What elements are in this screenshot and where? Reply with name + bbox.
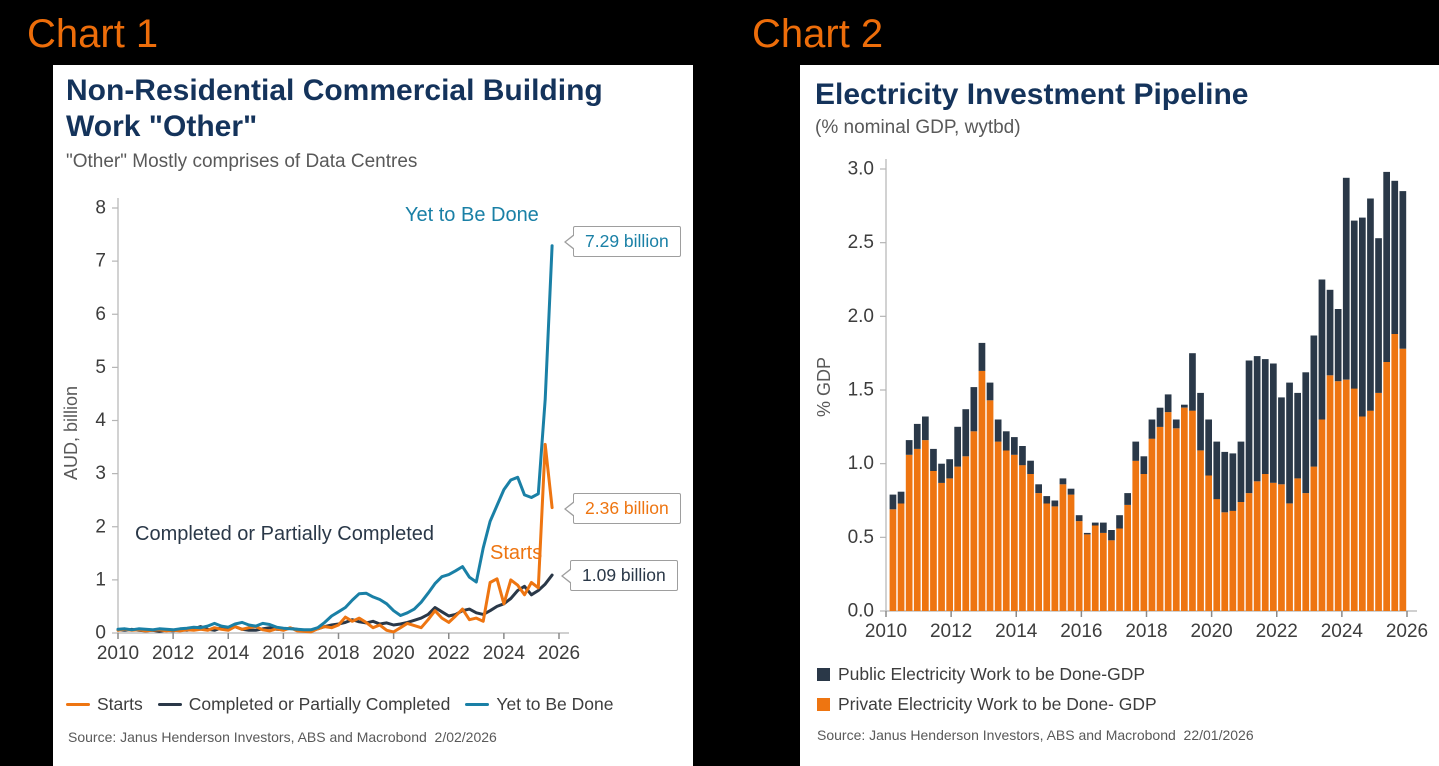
svg-text:7: 7 bbox=[95, 251, 106, 272]
legend-dash bbox=[157, 702, 182, 707]
svg-text:2012: 2012 bbox=[930, 621, 972, 642]
annotation-completed: Completed or Partially Completed bbox=[135, 523, 435, 545]
legend-label: Starts bbox=[97, 694, 143, 714]
callout-completed: 1.09 billion bbox=[561, 560, 678, 591]
svg-text:2016: 2016 bbox=[1060, 621, 1102, 642]
svg-text:2024: 2024 bbox=[1321, 621, 1364, 642]
private-swatch bbox=[817, 698, 830, 711]
svg-text:0: 0 bbox=[95, 623, 106, 644]
svg-text:% GDP: % GDP bbox=[814, 357, 834, 417]
svg-text:2024: 2024 bbox=[483, 643, 526, 664]
svg-text:2026: 2026 bbox=[1386, 621, 1428, 642]
chart2-card: Electricity Investment Pipeline (% nomin… bbox=[800, 65, 1439, 766]
svg-text:2014: 2014 bbox=[207, 643, 250, 664]
callout-starts-value: 2.36 billion bbox=[585, 498, 669, 518]
chart2-tag: Chart 2 bbox=[752, 12, 884, 56]
svg-text:5: 5 bbox=[95, 357, 106, 378]
chart1-card: Non-Residential Commercial Building Work… bbox=[53, 65, 693, 766]
series-yet-to-be-done bbox=[116, 244, 554, 632]
annotation-starts: Starts bbox=[490, 542, 543, 564]
legend-item-yet-to-be-done: Yet to Be Done bbox=[465, 694, 613, 715]
svg-text:3: 3 bbox=[95, 463, 106, 484]
callout-completed-value: 1.09 billion bbox=[582, 565, 666, 585]
svg-text:2: 2 bbox=[95, 516, 106, 537]
legend-item-completed-or-partially-completed: Completed or Partially Completed bbox=[157, 694, 451, 715]
svg-text:1: 1 bbox=[95, 569, 106, 590]
svg-text:2010: 2010 bbox=[865, 621, 907, 642]
series-starts bbox=[116, 442, 554, 634]
private-bars bbox=[889, 334, 1407, 611]
chart1-tag: Chart 1 bbox=[27, 12, 159, 56]
svg-text:1.5: 1.5 bbox=[848, 380, 874, 401]
svg-text:2010: 2010 bbox=[97, 643, 139, 664]
callout-yet-to-be-done-value: 7.29 billion bbox=[585, 231, 669, 251]
chart1-title: Non-Residential Commercial Building Work… bbox=[66, 74, 603, 143]
chart1-source: Source: Janus Henderson Investors, ABS a… bbox=[68, 729, 497, 745]
svg-text:2022: 2022 bbox=[1256, 621, 1298, 642]
callout-yet-to-be-done: 7.29 billion bbox=[564, 226, 681, 257]
svg-text:0.5: 0.5 bbox=[848, 527, 874, 548]
public-legend-label: Public Electricity Work to be Done-GDP bbox=[838, 664, 1146, 684]
callout-starts: 2.36 billion bbox=[564, 493, 681, 524]
legend-dash bbox=[66, 702, 90, 707]
chart2-source: Source: Janus Henderson Investors, ABS a… bbox=[817, 727, 1254, 743]
legend-item-starts: Starts bbox=[66, 694, 143, 715]
chart2-legend-private: Private Electricity Work to be Done- GDP bbox=[817, 694, 1157, 715]
svg-text:2022: 2022 bbox=[428, 643, 470, 664]
svg-text:2020: 2020 bbox=[372, 643, 414, 664]
svg-text:2016: 2016 bbox=[262, 643, 304, 664]
legend-label: Completed or Partially Completed bbox=[188, 694, 451, 714]
svg-text:0.0: 0.0 bbox=[848, 601, 874, 622]
legend-dash bbox=[465, 702, 490, 707]
chart1-legend: Starts Completed or Partially Completed Ye… bbox=[66, 694, 613, 715]
svg-text:8: 8 bbox=[95, 198, 106, 219]
chart1-subtitle: "Other" Mostly comprises of Data Centres bbox=[66, 151, 418, 172]
chart2-plot: 0.0 0.5 1.0 1.5 2.0 2.5 3.0 2010 2012 2014 2016 201… bbox=[814, 159, 1428, 643]
axes: 0 1 2 3 4 5 6 7 8 2010 2012 2014 2016 2018 2020 2022 202… bbox=[61, 198, 580, 665]
chart1-plot: 0 1 2 3 4 5 6 7 8 2010 2012 2014 2016 2018 2020 2022 202… bbox=[61, 198, 580, 665]
public-swatch bbox=[817, 668, 830, 681]
annotation-yet-to-be-done: Yet to Be Done bbox=[405, 204, 539, 226]
private-legend-label: Private Electricity Work to be Done- GDP bbox=[838, 694, 1157, 714]
svg-text:2018: 2018 bbox=[317, 643, 359, 664]
axes: 0.0 0.5 1.0 1.5 2.0 2.5 3.0 2010 2012 2014 2016 201… bbox=[814, 159, 1428, 643]
chart2-subtitle: (% nominal GDP, wytbd) bbox=[815, 117, 1021, 138]
public-bars bbox=[889, 171, 1407, 541]
svg-text:6: 6 bbox=[95, 304, 106, 325]
svg-text:2.0: 2.0 bbox=[848, 306, 874, 327]
svg-text:3.0: 3.0 bbox=[848, 159, 874, 180]
svg-text:4: 4 bbox=[95, 410, 106, 431]
svg-text:1.0: 1.0 bbox=[848, 453, 874, 474]
svg-text:2020: 2020 bbox=[1190, 621, 1232, 642]
svg-text:2012: 2012 bbox=[152, 643, 194, 664]
legend-label: Yet to Be Done bbox=[496, 694, 614, 714]
svg-text:AUD, billion: AUD, billion bbox=[61, 386, 81, 480]
svg-text:2.5: 2.5 bbox=[848, 232, 874, 253]
chart2-title: Electricity Investment Pipeline bbox=[815, 78, 1249, 111]
chart2-legend-public: Public Electricity Work to be Done-GDP bbox=[817, 664, 1145, 685]
svg-text:2014: 2014 bbox=[995, 621, 1038, 642]
svg-text:2026: 2026 bbox=[538, 643, 580, 664]
svg-text:2018: 2018 bbox=[1125, 621, 1167, 642]
